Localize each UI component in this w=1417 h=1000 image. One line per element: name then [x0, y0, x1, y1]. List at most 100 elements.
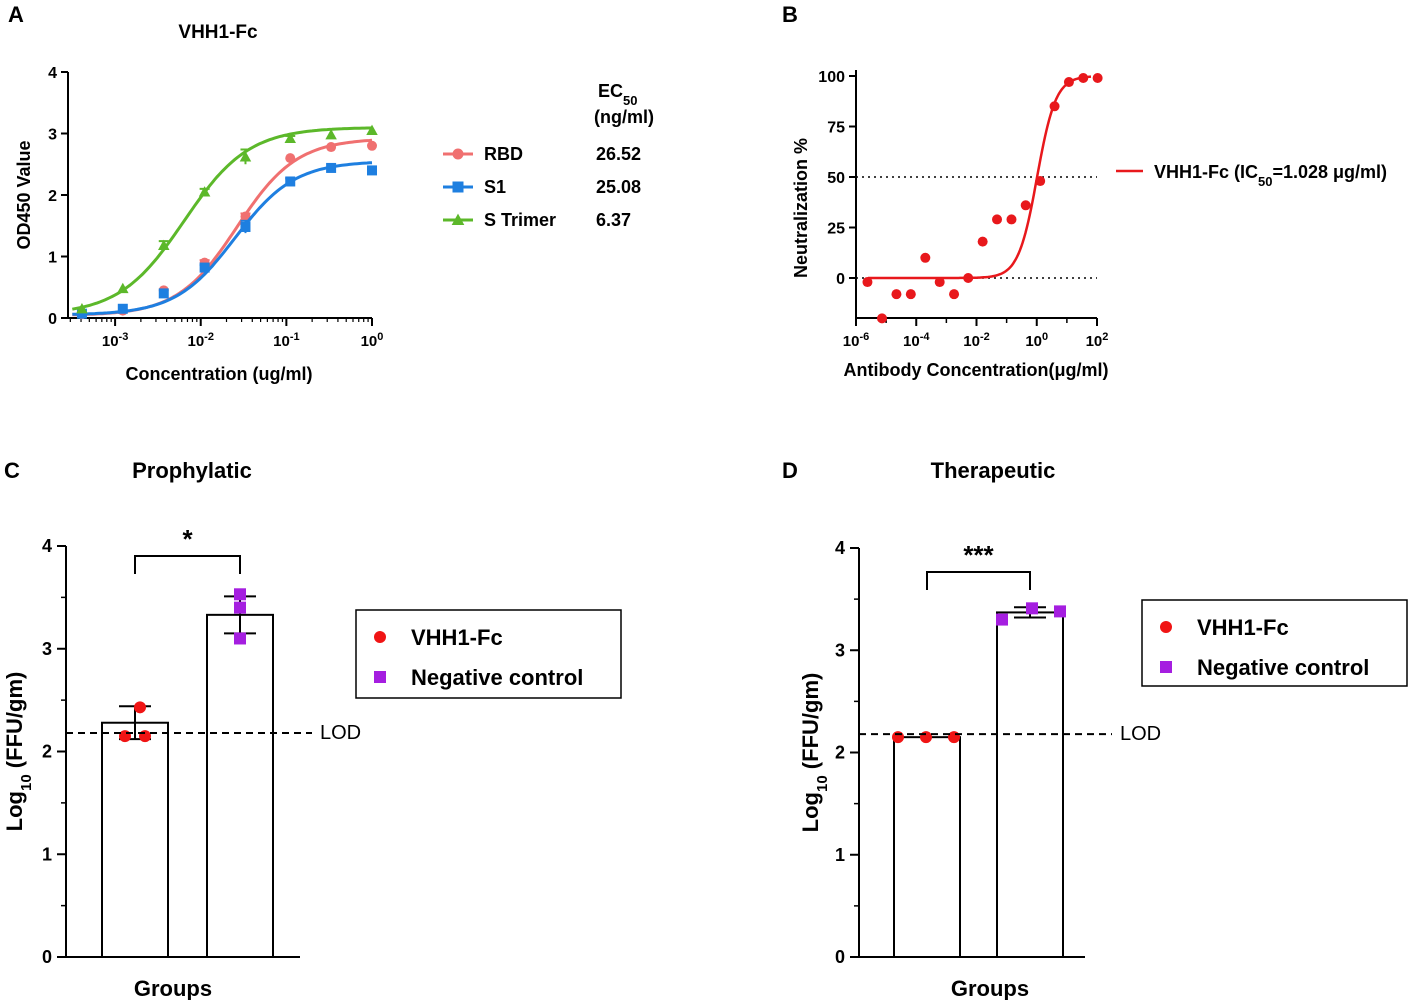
y-tick-label: 3 [42, 639, 52, 659]
y-axis-label: Log10 (FFU/gm) [798, 673, 831, 833]
data-point-negative-control [1026, 602, 1038, 615]
chart-title-c: Prophylatic [132, 458, 252, 483]
x-tick-label-b: 10-6 [843, 331, 869, 350]
fit-curve-s-trimer [72, 126, 373, 311]
ec50-header-part: 50 [623, 93, 637, 108]
x-tick-label-b: 10-4 [903, 331, 930, 350]
data-point-s-trimer [325, 128, 337, 140]
legend-marker-a [452, 148, 464, 160]
lod-label: LOD [320, 722, 361, 744]
bar-negative-control [206, 613, 274, 959]
y-tick-label: 3 [835, 640, 845, 660]
x-tick-label-b-part: 10 [903, 333, 920, 350]
x-tick-label-b-part: 10 [843, 333, 860, 350]
data-point-b [905, 289, 916, 300]
data-point-s-trimer [239, 151, 252, 162]
data-point-b [877, 313, 888, 324]
significance-marker: * [182, 524, 193, 554]
legend-label-b: VHH1-Fc (IC50=1.028 μg/ml) [1154, 162, 1387, 189]
x-tick-label-b-part: -6 [859, 331, 869, 343]
y-axis-label-a: OD450 Value [14, 140, 34, 249]
legend-label-a: S1 [484, 177, 506, 197]
y-tick-label: 2 [42, 742, 52, 762]
data-point-s1 [158, 288, 169, 299]
ec50-units: (ng/ml) [594, 107, 654, 127]
data-point-s1 [326, 162, 337, 173]
x-tick-label-a-part: 0 [377, 331, 383, 343]
x-tick-label-a-part: -2 [204, 331, 214, 343]
significance-marker: *** [963, 540, 994, 570]
legend-label: Negative control [411, 665, 583, 690]
data-point-b [977, 236, 988, 247]
x-tick-label-b-part: 10 [1086, 333, 1103, 350]
data-point-b [992, 214, 1003, 225]
x-tick-label-a-part: -1 [290, 331, 300, 343]
data-point-b [949, 289, 960, 300]
x-tick-label-b: 10-2 [963, 331, 989, 350]
x-tick-label-a: 10-1 [273, 331, 299, 350]
data-point-s1 [76, 308, 87, 319]
legend-label: VHH1-Fc [411, 625, 503, 650]
data-point-b [1049, 101, 1060, 112]
data-point-b [920, 252, 931, 263]
data-point-vhh1-fc [139, 730, 151, 743]
x-tick-label-a-part: 10 [102, 333, 119, 350]
y-tick-label-a: 0 [48, 311, 57, 328]
x-tick-label-a: 10-3 [102, 331, 128, 350]
y-tick-label-a: 1 [48, 250, 57, 267]
data-point-s-trimer [158, 239, 170, 251]
x-tick-label-a-part: 10 [187, 333, 204, 350]
ec50-value: 25.08 [596, 177, 641, 197]
data-point-b [1063, 77, 1074, 88]
legend-label-b-part: =1.028 μg/ml) [1272, 162, 1387, 182]
x-tick-label-b: 102 [1086, 331, 1109, 350]
x-tick-label-a: 10-2 [187, 331, 213, 350]
x-tick-label-a-part: 10 [361, 333, 378, 350]
data-point-rbd [367, 140, 377, 151]
data-point-rbd [285, 153, 296, 164]
chart-title-a: VHH1-Fc [178, 22, 258, 43]
data-point-s1 [285, 176, 296, 187]
y-axis-label-part: 10 [18, 774, 35, 791]
data-point-negative-control [234, 588, 246, 601]
data-point-b [1006, 214, 1017, 225]
data-point-s-trimer [366, 124, 378, 136]
y-axis-label-part: Log [2, 791, 27, 831]
legend-box [355, 609, 622, 699]
y-tick-label-b: 100 [818, 69, 845, 86]
legend-label: VHH1-Fc [1197, 615, 1289, 640]
data-point-negative-control [1054, 605, 1066, 618]
legend-marker-a [452, 181, 464, 193]
x-tick-label-b-part: -2 [980, 331, 990, 343]
y-tick-label-b: 50 [827, 170, 845, 187]
y-tick-label-b: 0 [836, 271, 845, 288]
data-point-b [862, 277, 873, 288]
data-point-vhh1-fc [948, 731, 960, 744]
chart-title-d: Therapeutic [931, 458, 1056, 483]
x-tick-label-b: 100 [1025, 331, 1048, 350]
y-axis-label-b: Neutralization % [791, 138, 811, 278]
legend-marker-a [451, 213, 465, 226]
panel-label-b: B [782, 2, 798, 27]
data-point-negative-control [996, 613, 1008, 626]
panel-label-c: C [4, 458, 20, 483]
x-axis-label-b: Antibody Concentration(μg/ml) [844, 360, 1109, 380]
data-point-negative-control [234, 632, 246, 645]
y-tick-label-b: 25 [827, 221, 845, 238]
data-point-b [1078, 73, 1089, 84]
x-tick-label-b-part: 0 [1042, 331, 1048, 343]
x-tick-label-a-part: -3 [119, 331, 129, 343]
data-point-vhh1-fc [134, 701, 146, 714]
panel-label-d: D [782, 458, 798, 483]
y-tick-label: 4 [835, 538, 845, 558]
legend-label-b-part: VHH1-Fc (IC [1154, 162, 1258, 182]
legend-box [1141, 599, 1408, 687]
data-point-b [891, 289, 902, 300]
data-point-negative-control [234, 601, 246, 614]
legend-marker [1160, 661, 1172, 673]
lod-label: LOD [1120, 723, 1161, 745]
data-point-vhh1-fc [892, 731, 904, 744]
data-point-s1 [367, 165, 377, 176]
